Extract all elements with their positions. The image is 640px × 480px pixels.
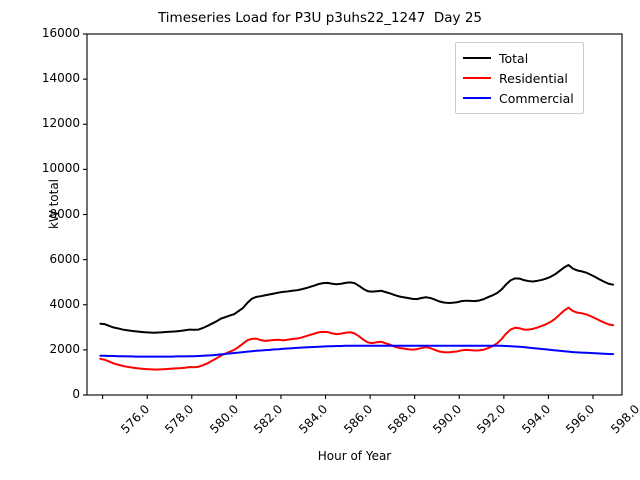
axis-tick-marks [83, 33, 594, 399]
legend-item-total: Total [463, 48, 574, 68]
y-tick-label: 14000 [41, 71, 80, 86]
y-tick-label: 0 [72, 387, 80, 401]
y-tick-label: 8000 [49, 206, 80, 221]
y-tick-label: 16000 [41, 26, 80, 40]
chart-legend: Total Residential Commercial [455, 42, 584, 114]
legend-label: Total [499, 50, 529, 66]
legend-line-swatch [463, 77, 491, 79]
data-series-layer [99, 264, 615, 371]
y-tick-label: 12000 [41, 116, 80, 131]
x-axis-label: Hour of Year [317, 449, 392, 463]
y-tick-label: 2000 [49, 341, 80, 356]
chart-title: Timeseries Load for P3U p3uhs22_1247 Day… [157, 10, 483, 26]
legend-line-swatch [463, 57, 491, 59]
y-tick-label: 4000 [49, 296, 80, 311]
legend-label: Residential [499, 70, 568, 86]
legend-label: Commercial [499, 90, 574, 106]
legend-item-commercial: Commercial [463, 88, 574, 108]
y-tick-label: 10000 [41, 161, 80, 176]
legend-line-swatch [463, 97, 491, 99]
legend-item-residential: Residential [463, 68, 574, 88]
y-tick-label: 6000 [49, 251, 80, 266]
